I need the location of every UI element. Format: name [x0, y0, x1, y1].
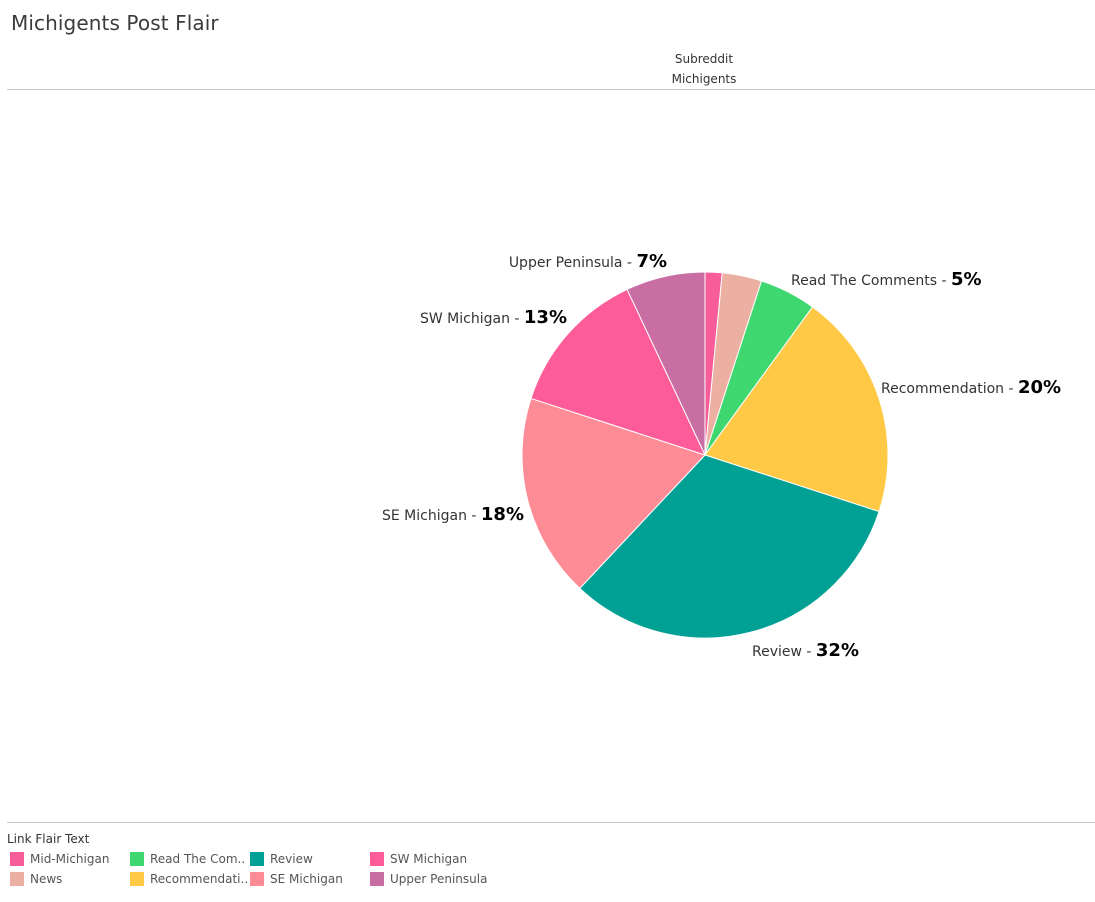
- legend-swatch: [10, 851, 24, 866]
- pie-labels: Read The Comments - 5% Recommendation - 2…: [382, 251, 1061, 661]
- legend-item[interactable]: Read The Com..: [130, 851, 245, 867]
- legend-item[interactable]: SW Michigan: [370, 851, 467, 867]
- pie-slice-sw-michigan[interactable]: [530, 288, 706, 456]
- pie-slice-recommendation[interactable]: [704, 306, 889, 513]
- pie-slice-se-michigan[interactable]: [521, 397, 706, 590]
- pie-label-recommendation: Recommendation - 20%: [881, 377, 1061, 398]
- legend-label: Recommendati..: [150, 872, 249, 886]
- legend-item[interactable]: Mid-Michigan: [10, 851, 109, 867]
- legend-swatch: [10, 871, 24, 886]
- column-header-field: Subreddit: [674, 52, 734, 66]
- pie-slice-review[interactable]: [579, 454, 880, 639]
- legend-item[interactable]: Review: [250, 851, 313, 867]
- legend-item[interactable]: SE Michigan: [250, 871, 343, 887]
- pie-label-se-michigan: SE Michigan - 18%: [382, 504, 524, 525]
- pie-label-sw-michigan: SW Michigan - 13%: [420, 307, 567, 328]
- pie-chart: Read The Comments - 5% Recommendation - 2…: [382, 251, 1061, 661]
- legend-swatch: [250, 871, 264, 886]
- legend-title: Link Flair Text: [7, 832, 90, 846]
- legend-label: Upper Peninsula: [390, 872, 488, 886]
- legend-swatch: [130, 871, 144, 886]
- legend-label: Review: [270, 852, 313, 866]
- legend-swatch: [370, 871, 384, 886]
- header-divider: [7, 89, 1095, 90]
- column-header-value: Michigents: [671, 72, 737, 86]
- legend-swatch: [250, 851, 264, 866]
- legend-label: Mid-Michigan: [30, 852, 110, 866]
- page-title: Michigents Post Flair: [11, 11, 219, 35]
- legend-divider: [7, 822, 1095, 823]
- legend-item[interactable]: Recommendati..: [130, 871, 248, 887]
- pie-label-read-the-comments: Read The Comments - 5%: [791, 269, 982, 290]
- legend-label: SW Michigan: [390, 852, 468, 866]
- pie-slices: [521, 271, 889, 639]
- legend-label: Read The Com..: [150, 852, 246, 866]
- pie-slice-upper-peninsula[interactable]: [626, 271, 706, 456]
- legend-item[interactable]: Upper Peninsula: [370, 871, 487, 887]
- legend-label: SE Michigan: [270, 872, 343, 886]
- pie-label-review: Review - 32%: [752, 640, 859, 661]
- pie-label-upper-peninsula: Upper Peninsula - 7%: [509, 251, 667, 272]
- legend-item[interactable]: News: [10, 871, 62, 887]
- legend-swatch: [370, 851, 384, 866]
- legend-swatch: [130, 851, 144, 866]
- legend-label: News: [30, 872, 63, 886]
